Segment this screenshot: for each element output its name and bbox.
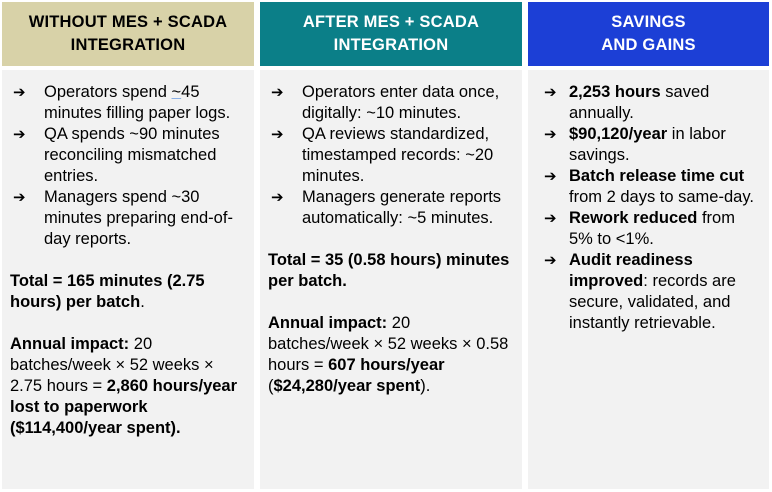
- list-item: ➔ Rework reduced from 5% to <1%.: [541, 208, 761, 250]
- bullet-list: ➔ Operators enter data once, digitally: …: [268, 82, 514, 229]
- header-without-integration: WITHOUT MES + SCADA INTEGRATION: [2, 2, 254, 66]
- list-item: ➔ Audit readiness improved: records are …: [541, 250, 761, 334]
- total-line: Total = 35 (0.58 hours) minutes per batc…: [268, 250, 514, 292]
- gain-value: Audit readiness improved: [569, 251, 693, 290]
- bullet-text: Operators spend: [44, 83, 172, 101]
- list-item: ➔ $90,120/year in labor savings.: [541, 124, 761, 166]
- header-line: AND GAINS: [601, 36, 696, 54]
- bullet-text: from 2 days to same-day.: [569, 188, 754, 206]
- list-item: ➔ Operators spend ~45 minutes filling pa…: [10, 82, 246, 124]
- impact-value: $24,280/year spent: [273, 377, 421, 395]
- impact-text: 20 batches/week × 52 weeks × 0.58 hours …: [268, 314, 509, 374]
- bullet-text: Managers generate reports automatically:…: [302, 188, 502, 227]
- bullet-text: Managers spend ~30 minutes preparing end…: [44, 188, 233, 248]
- bullet-text: Operators enter data once, digitally: ~1…: [302, 83, 500, 122]
- impact-label: Annual impact:: [268, 314, 388, 332]
- column-after-integration: ➔ Operators enter data once, digitally: …: [260, 70, 522, 489]
- list-item: ➔ 2,253 hours saved annually.: [541, 82, 761, 124]
- bullet-text: in labor savings.: [569, 125, 726, 164]
- annual-impact: Annual impact: 20 batches/week × 52 week…: [10, 334, 246, 439]
- header-savings-and-gains: SAVINGS AND GAINS: [528, 2, 769, 66]
- bullet-text: from 5% to <1%.: [569, 209, 735, 248]
- impact-value: 607 hours/year: [328, 356, 445, 374]
- header-line: SAVINGS: [611, 13, 686, 31]
- bullet-text: saved annually.: [569, 83, 710, 122]
- list-item: ➔ QA reviews standardized, timestamped r…: [268, 124, 514, 187]
- arrow-icon: ➔: [13, 189, 26, 206]
- list-item: ➔ Operators enter data once, digitally: …: [268, 82, 514, 124]
- arrow-icon: ➔: [13, 84, 26, 101]
- total-line: Total = 165 minutes (2.75 hours) per bat…: [10, 271, 246, 313]
- column-without-integration: ➔ Operators spend ~45 minutes filling pa…: [2, 70, 254, 489]
- gain-value: 2,253 hours: [569, 83, 661, 101]
- bullet-list: ➔ Operators spend ~45 minutes filling pa…: [10, 82, 246, 250]
- header-line: INTEGRATION: [333, 36, 449, 54]
- header-line: INTEGRATION: [70, 36, 186, 54]
- column-savings-and-gains: ➔ 2,253 hours saved annually. ➔ $90,120/…: [528, 70, 769, 489]
- total-value: Total = 35 (0.58 hours) minutes per batc…: [268, 251, 510, 290]
- arrow-icon: ➔: [544, 252, 557, 269]
- bullet-text: QA reviews standardized, timestamped rec…: [302, 125, 494, 185]
- header-line: AFTER MES + SCADA: [302, 13, 480, 31]
- list-item: ➔ Batch release time cut from 2 days to …: [541, 166, 761, 208]
- arrow-icon: ➔: [544, 84, 557, 101]
- gain-value: Batch release time cut: [569, 167, 745, 185]
- gain-value: $90,120/year: [569, 125, 668, 143]
- total-tail: .: [140, 293, 145, 311]
- header-line: WITHOUT MES + SCADA: [28, 13, 228, 31]
- impact-label: Annual impact:: [10, 335, 130, 353]
- list-item: ➔ QA spends ~90 minutes reconciling mism…: [10, 124, 246, 187]
- impact-value: 2,860 hours/year lost to paperwork ($114…: [10, 377, 238, 437]
- header-after-integration: AFTER MES + SCADA INTEGRATION: [260, 2, 522, 66]
- annual-impact: Annual impact: 20 batches/week × 52 week…: [268, 313, 514, 397]
- arrow-icon: ➔: [544, 210, 557, 227]
- arrow-icon: ➔: [271, 189, 284, 206]
- gain-value: Rework reduced: [569, 209, 698, 227]
- bullet-list: ➔ 2,253 hours saved annually. ➔ $90,120/…: [541, 82, 761, 334]
- impact-text: (: [268, 377, 274, 395]
- bullet-text: 45 minutes filling paper logs.: [44, 83, 231, 122]
- total-value: Total = 165 minutes (2.75 hours) per bat…: [10, 272, 205, 311]
- bullet-text: QA spends ~90 minutes reconciling mismat…: [44, 125, 220, 185]
- arrow-icon: ➔: [544, 126, 557, 143]
- impact-text: ).: [420, 377, 431, 395]
- arrow-icon: ➔: [13, 126, 26, 143]
- arrow-icon: ➔: [271, 84, 284, 101]
- spellcheck-mark: ~: [171, 83, 182, 101]
- list-item: ➔ Managers generate reports automaticall…: [268, 187, 514, 229]
- bullet-text: : records are secure, validated, and ins…: [569, 272, 736, 332]
- impact-text: 20 batches/week × 52 weeks × 2.75 hours …: [10, 335, 214, 395]
- arrow-icon: ➔: [544, 168, 557, 185]
- list-item: ➔ Managers spend ~30 minutes preparing e…: [10, 187, 246, 250]
- arrow-icon: ➔: [271, 126, 284, 143]
